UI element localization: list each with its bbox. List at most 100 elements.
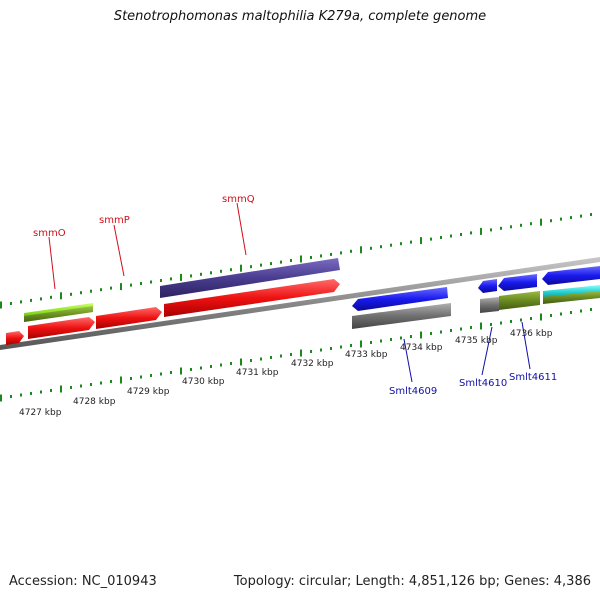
lower-tick-mark xyxy=(510,320,512,323)
lower-tick-mark xyxy=(10,395,12,398)
gene-smlt4610-olive xyxy=(499,291,540,310)
upper-tick-mark xyxy=(350,249,352,253)
upper-tick-mark xyxy=(310,256,312,259)
lower-tick-mark xyxy=(360,340,362,348)
genome-summary-text: Topology: circular; Length: 4,851,126 bp… xyxy=(233,574,591,589)
upper-tick-mark xyxy=(20,300,22,304)
upper-tick-mark xyxy=(120,283,122,291)
lower-tick-mark xyxy=(50,389,52,392)
upper-tick-mark xyxy=(340,251,342,255)
gene-smlt4609-blue xyxy=(352,287,448,311)
leader-smlt4609 xyxy=(403,338,413,383)
tick-label-4730: 4730 kbp xyxy=(182,377,225,387)
upper-tick-mark xyxy=(220,269,222,273)
tick-label-4729: 4729 kbp xyxy=(127,387,170,397)
lower-tick-mark xyxy=(570,311,572,314)
lower-tick-mark xyxy=(480,322,482,330)
lower-tick-mark xyxy=(310,350,312,353)
upper-tick-mark xyxy=(160,279,162,282)
upper-tick-mark xyxy=(210,271,212,275)
gene-smlt4609-gray xyxy=(352,303,451,329)
lower-tick-mark xyxy=(180,367,182,375)
gene-smmQ-purple xyxy=(160,258,340,298)
lower-tick-mark xyxy=(190,368,192,371)
leader-smmQ xyxy=(236,202,247,256)
upper-tick-mark xyxy=(410,240,412,244)
label-smlt4610: Smlt4610 xyxy=(459,378,507,389)
lower-tick-mark xyxy=(220,363,222,367)
upper-tick-mark xyxy=(0,301,2,309)
upper-tick-mark xyxy=(130,283,132,287)
upper-tick-mark xyxy=(360,246,362,254)
upper-tick-mark xyxy=(30,298,32,302)
upper-tick-mark xyxy=(280,260,282,264)
upper-tick-mark xyxy=(90,289,92,293)
gene-smmO-olive xyxy=(24,306,93,322)
upper-tick-mark xyxy=(450,234,452,238)
lower-tick-mark xyxy=(500,321,502,325)
upper-tick-mark xyxy=(40,297,42,301)
lower-tick-mark xyxy=(0,394,2,402)
tick-label-4736: 4736 kbp xyxy=(510,329,553,339)
lower-tick-mark xyxy=(380,339,382,343)
upper-tick-mark xyxy=(490,228,492,232)
lower-tick-mark xyxy=(590,308,592,311)
upper-tick-mark xyxy=(520,223,522,227)
upper-tick-mark xyxy=(270,262,272,266)
lower-tick-mark xyxy=(230,362,232,365)
tick-label-4732: 4732 kbp xyxy=(291,359,334,369)
upper-tick-mark xyxy=(400,242,402,246)
lower-tick-mark xyxy=(200,366,202,370)
kbp-axis-labels: 4727 kbp 4728 kbp 4729 kbp 4730 kbp 4731… xyxy=(19,329,553,418)
leader-smmP xyxy=(113,224,125,277)
gene-red-arrow-smmO xyxy=(28,317,95,339)
upper-tick-mark xyxy=(470,231,472,235)
upper-tick-mark xyxy=(180,273,182,281)
upper-tick-mark xyxy=(330,252,332,256)
lower-tick-mark xyxy=(550,314,552,317)
lower-tick-mark xyxy=(80,384,82,388)
upper-tick-mark xyxy=(70,292,72,296)
lower-tick-mark xyxy=(280,354,282,358)
lower-tick-mark xyxy=(270,356,272,359)
lower-tick-mark xyxy=(370,341,372,344)
upper-tick-mark xyxy=(500,226,502,230)
label-smmQ: smmQ xyxy=(222,194,255,205)
upper-tick-mark xyxy=(540,218,542,226)
upper-tick-mark xyxy=(100,288,102,292)
upper-tick-mark xyxy=(250,265,252,269)
lower-tick-mark xyxy=(250,359,252,362)
label-smlt4611: Smlt4611 xyxy=(509,372,557,383)
gene-smlt4611-olive xyxy=(543,291,600,304)
lower-tick-mark xyxy=(170,371,172,374)
lower-tick-mark xyxy=(440,330,442,334)
lower-tick-mark xyxy=(430,332,432,335)
gene-small-blue xyxy=(478,279,497,293)
lower-tick-mark xyxy=(100,381,102,385)
upper-tick-mark xyxy=(480,227,482,235)
lower-tick-mark xyxy=(490,323,492,326)
tick-label-4731: 4731 kbp xyxy=(236,368,279,378)
tick-label-4727: 4727 kbp xyxy=(19,408,62,418)
leader-smlt4610 xyxy=(481,326,493,376)
lower-tick-mark xyxy=(390,338,392,341)
lower-tick-mark xyxy=(580,309,582,313)
upper-tick-mark xyxy=(300,255,302,263)
upper-tick-track xyxy=(0,213,592,309)
upper-tick-mark xyxy=(370,246,372,250)
lower-tick-mark xyxy=(460,327,462,331)
lower-tick-mark xyxy=(210,365,212,368)
upper-tick-mark xyxy=(380,245,382,249)
lower-tick-mark xyxy=(300,349,302,357)
upper-tick-mark xyxy=(170,277,172,281)
upper-tick-mark xyxy=(530,222,532,226)
lower-tick-mark xyxy=(290,353,292,356)
lower-tick-mark xyxy=(320,348,322,352)
gene-red-arrow-1 xyxy=(6,331,24,345)
upper-tick-mark xyxy=(460,233,462,236)
upper-tick-mark xyxy=(110,286,112,290)
gene-red-arrow-smmQ xyxy=(164,279,340,317)
lower-tick-mark xyxy=(20,393,22,397)
lower-tick-mark xyxy=(450,329,452,332)
